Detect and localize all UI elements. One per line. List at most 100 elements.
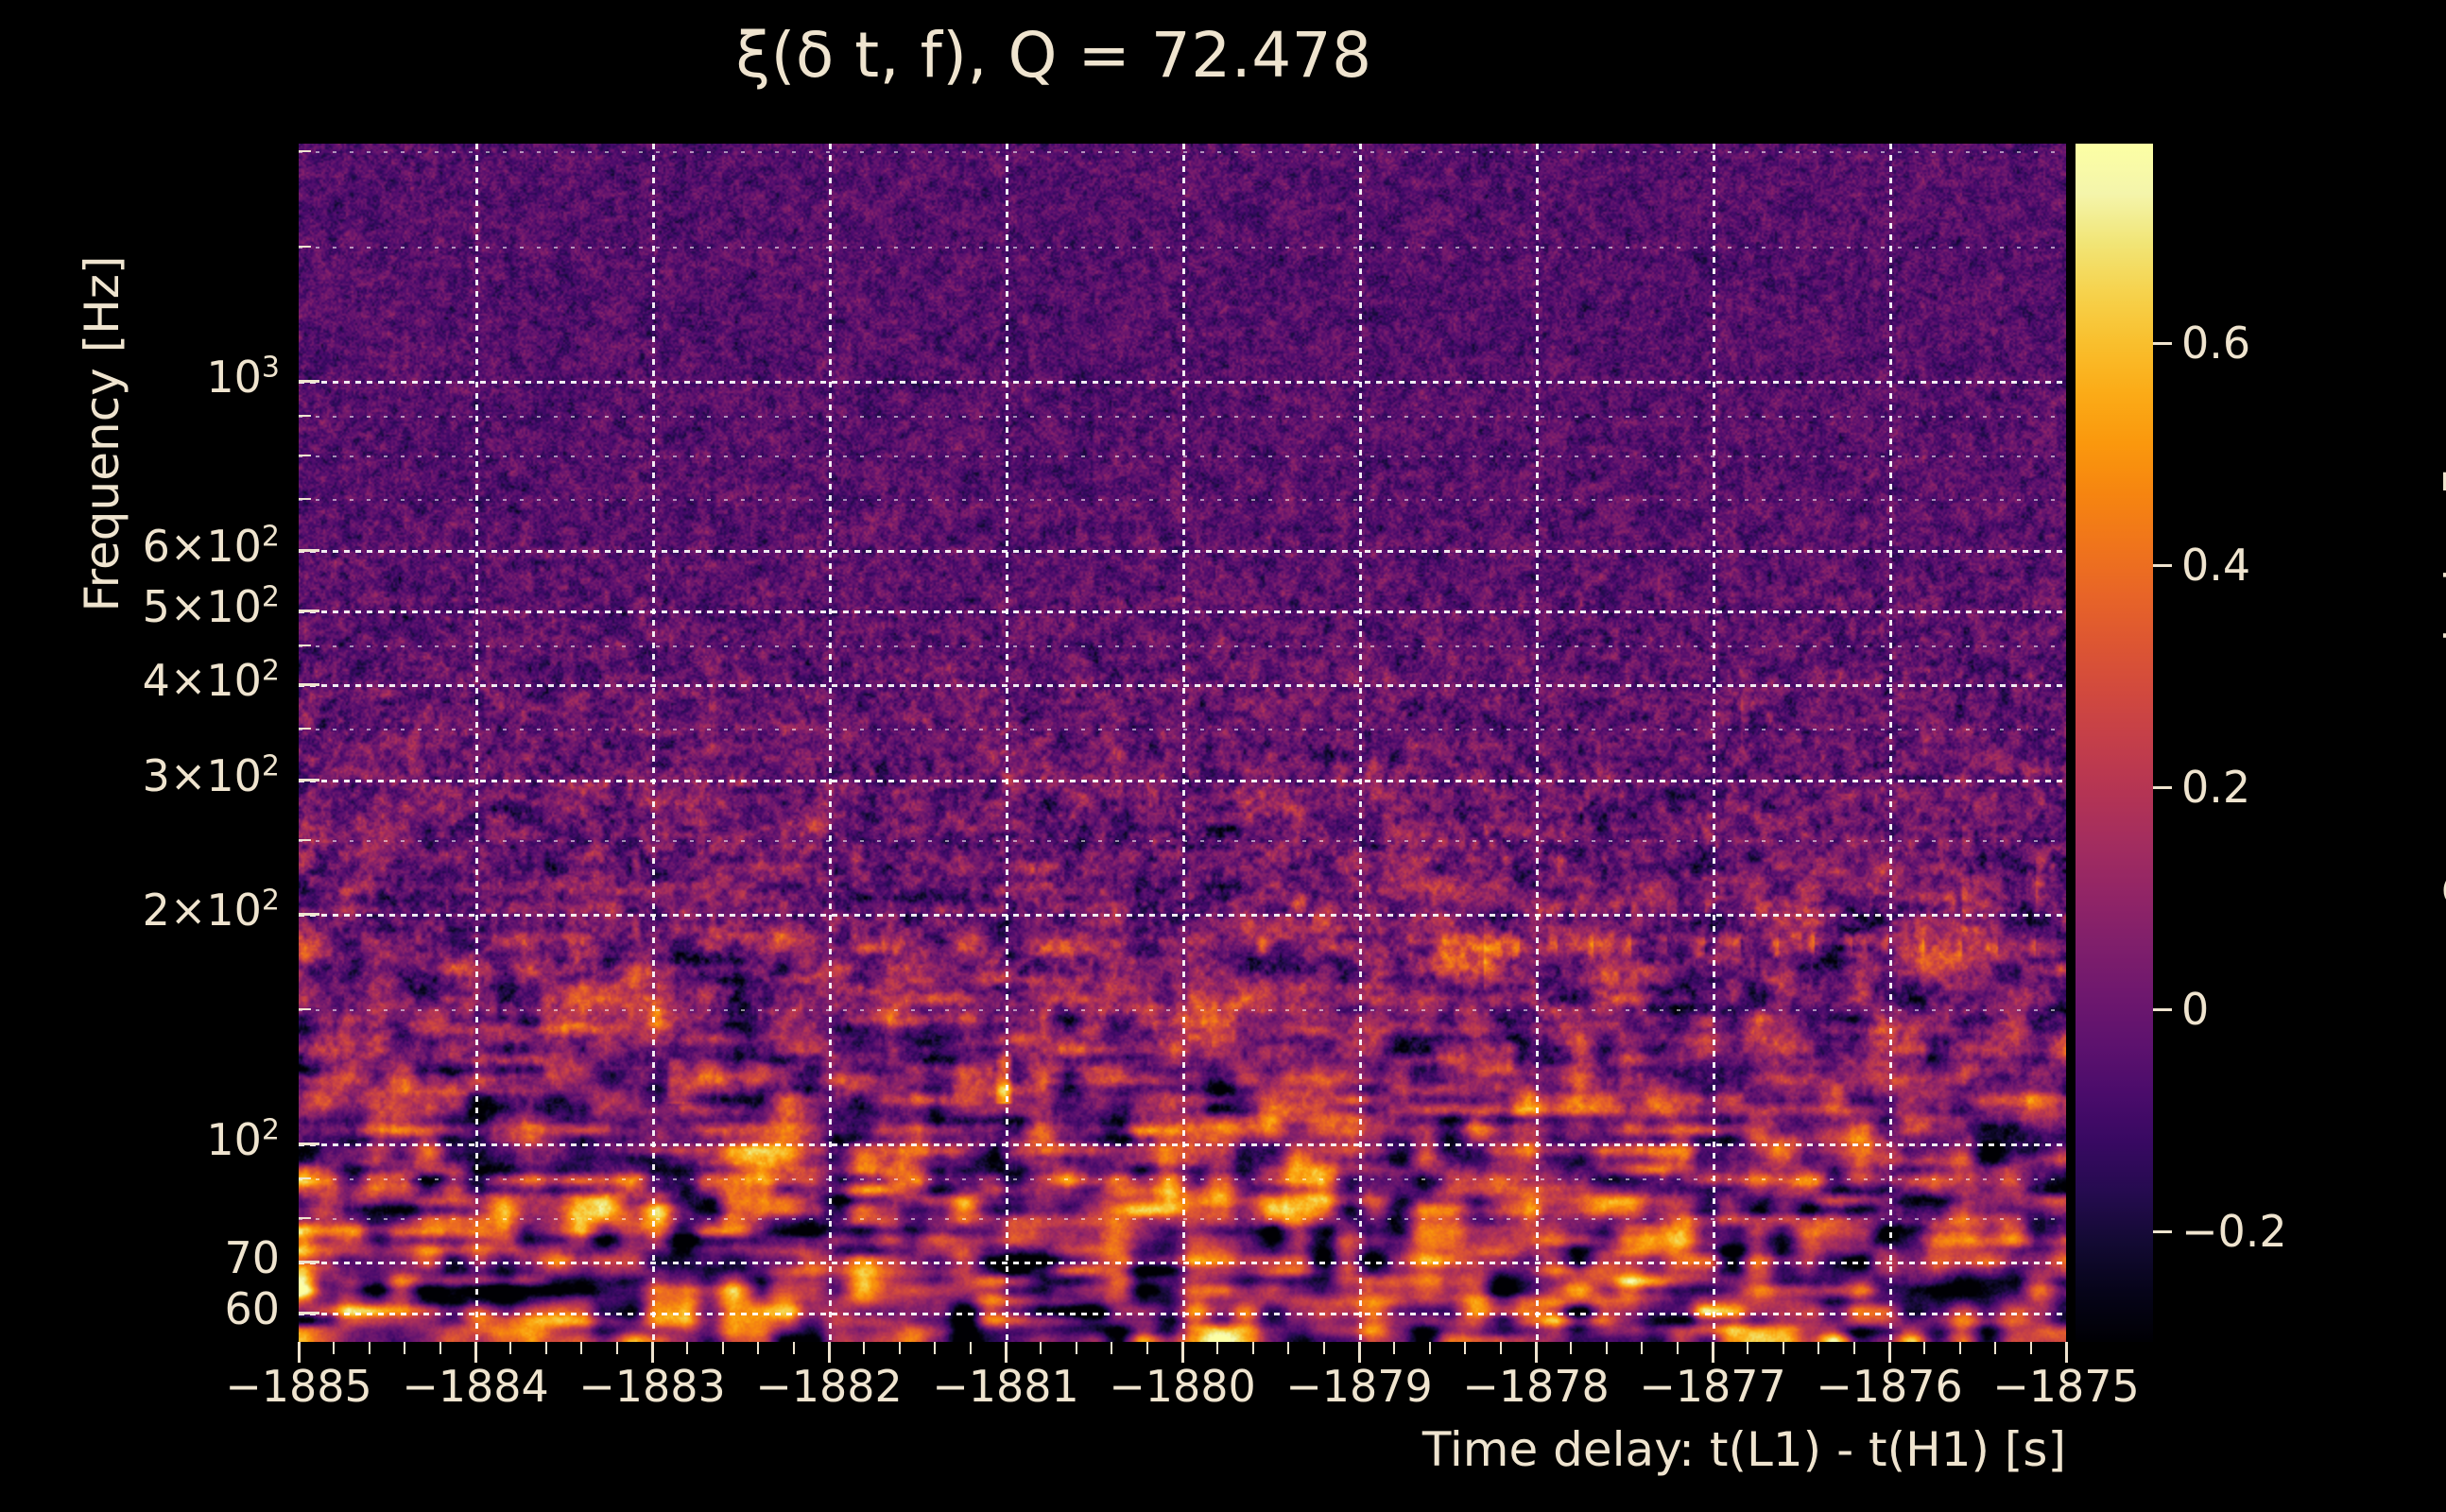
y-tick-label-mantissa: 5×10 bbox=[142, 581, 262, 633]
y-tick-label-exponent: 2 bbox=[261, 885, 280, 919]
y-tick-label: 103 bbox=[0, 352, 280, 403]
x-tick-mark-minor bbox=[1641, 1342, 1644, 1354]
x-tick-label: −1880 bbox=[1109, 1361, 1256, 1412]
y-tick-mark-minor bbox=[299, 246, 311, 249]
x-tick-mark-minor bbox=[1322, 1342, 1325, 1354]
y-tick-label: 102 bbox=[0, 1114, 280, 1165]
x-tick-mark-minor bbox=[898, 1342, 901, 1354]
x-tick-mark-minor bbox=[792, 1342, 795, 1354]
colorbar-tick-label: 0.6 bbox=[2181, 318, 2251, 369]
x-tick-label: −1884 bbox=[402, 1361, 549, 1412]
x-tick-mark-minor bbox=[1464, 1342, 1467, 1354]
x-tick-label: −1876 bbox=[1816, 1361, 1963, 1412]
colorbar-title: Cross-correlation ξ bbox=[2436, 468, 2446, 910]
x-tick-mark-minor bbox=[863, 1342, 866, 1354]
y-tick-mark bbox=[299, 380, 319, 384]
y-tick-label: 5×102 bbox=[0, 581, 280, 632]
y-tick-label: 6×102 bbox=[0, 521, 280, 572]
spectrogram-plot-area[interactable] bbox=[299, 144, 2066, 1342]
y-tick-label-exponent: 2 bbox=[261, 655, 280, 689]
y-tick-label-exponent: 2 bbox=[261, 521, 280, 555]
x-tick-mark-minor bbox=[1499, 1342, 1502, 1354]
y-tick-mark bbox=[299, 1312, 319, 1315]
x-tick-mark-minor bbox=[969, 1342, 972, 1354]
y-tick-label-mantissa: 10 bbox=[206, 1114, 262, 1166]
y-tick-mark-minor bbox=[299, 728, 311, 730]
colorbar-gradient bbox=[2076, 144, 2153, 1342]
colorbar-tick-mark bbox=[2153, 785, 2172, 789]
colorbar[interactable] bbox=[2076, 144, 2153, 1342]
x-tick-mark-minor bbox=[544, 1342, 547, 1354]
x-tick-label: −1877 bbox=[1639, 1361, 1786, 1412]
y-tick-mark-minor bbox=[299, 150, 311, 153]
x-axis-title: Time delay: t(L1) - t(H1) [s] bbox=[1421, 1422, 2066, 1477]
y-tick-label: 2×102 bbox=[0, 885, 280, 936]
x-tick-mark-minor bbox=[1994, 1342, 1997, 1354]
x-tick-label: −1881 bbox=[932, 1361, 1079, 1412]
y-tick-label-mantissa: 6×10 bbox=[142, 521, 262, 573]
y-tick-label-exponent: 2 bbox=[261, 750, 280, 783]
x-tick-label: −1885 bbox=[225, 1361, 372, 1412]
y-tick-mark-minor bbox=[299, 1216, 311, 1219]
x-tick-label: −1883 bbox=[578, 1361, 726, 1412]
colorbar-tick-label: 0.2 bbox=[2181, 761, 2251, 813]
y-tick-label-exponent: 2 bbox=[261, 1114, 280, 1148]
x-tick-mark bbox=[1181, 1342, 1184, 1363]
y-tick-mark bbox=[299, 549, 319, 553]
y-tick-mark-minor bbox=[299, 454, 311, 456]
x-tick-mark bbox=[1888, 1342, 1891, 1363]
y-tick-label-mantissa: 70 bbox=[224, 1232, 280, 1284]
x-tick-label: −1875 bbox=[1992, 1361, 2140, 1412]
y-tick-mark bbox=[299, 1261, 319, 1264]
x-tick-mark bbox=[1005, 1342, 1008, 1363]
x-tick-mark-minor bbox=[1817, 1342, 1820, 1354]
x-tick-mark-minor bbox=[333, 1342, 336, 1354]
x-tick-mark-minor bbox=[615, 1342, 618, 1354]
x-tick-mark-minor bbox=[1145, 1342, 1148, 1354]
x-tick-mark-minor bbox=[1852, 1342, 1855, 1354]
colorbar-tick-mark bbox=[2153, 342, 2172, 346]
y-tick-mark-minor bbox=[299, 1177, 311, 1180]
y-tick-mark-minor bbox=[299, 1008, 311, 1011]
y-tick-mark bbox=[299, 913, 319, 917]
x-tick-mark-minor bbox=[1958, 1342, 1961, 1354]
x-tick-mark bbox=[298, 1342, 301, 1363]
x-tick-mark bbox=[2065, 1342, 2068, 1363]
x-tick-label: −1879 bbox=[1285, 1361, 1433, 1412]
x-tick-mark-minor bbox=[1251, 1342, 1254, 1354]
x-tick-mark-minor bbox=[580, 1342, 583, 1354]
x-tick-mark-minor bbox=[721, 1342, 724, 1354]
x-tick-mark-minor bbox=[1287, 1342, 1290, 1354]
x-tick-mark-minor bbox=[1570, 1342, 1573, 1354]
y-tick-label-mantissa: 2×10 bbox=[142, 885, 262, 936]
y-axis-title: Frequency [Hz] bbox=[75, 255, 129, 612]
x-tick-mark bbox=[474, 1342, 477, 1363]
y-tick-mark bbox=[299, 779, 319, 782]
x-tick-mark-minor bbox=[1923, 1342, 1926, 1354]
x-tick-mark-minor bbox=[368, 1342, 370, 1354]
y-tick-label-exponent: 3 bbox=[261, 351, 280, 385]
x-tick-mark bbox=[1712, 1342, 1714, 1363]
x-tick-mark-minor bbox=[1605, 1342, 1608, 1354]
y-tick-mark bbox=[299, 683, 319, 687]
x-tick-mark-minor bbox=[1393, 1342, 1396, 1354]
x-tick-mark bbox=[651, 1342, 654, 1363]
y-tick-label-mantissa: 4×10 bbox=[142, 655, 262, 707]
x-tick-mark-minor bbox=[686, 1342, 689, 1354]
x-tick-mark-minor bbox=[934, 1342, 937, 1354]
page-title: ξ(δ t, f), Q = 72.478 bbox=[735, 19, 1372, 92]
x-tick-mark bbox=[828, 1342, 831, 1363]
x-tick-mark-minor bbox=[404, 1342, 406, 1354]
colorbar-tick-mark bbox=[2153, 1229, 2172, 1233]
y-tick-mark-minor bbox=[299, 498, 311, 501]
x-tick-mark-minor bbox=[1428, 1342, 1431, 1354]
colorbar-tick-label: 0.4 bbox=[2181, 540, 2251, 592]
x-tick-mark-minor bbox=[1216, 1342, 1219, 1354]
x-tick-mark bbox=[1358, 1342, 1361, 1363]
y-tick-mark-minor bbox=[299, 415, 311, 418]
y-tick-mark bbox=[299, 1143, 319, 1146]
x-tick-label: −1882 bbox=[755, 1361, 903, 1412]
y-tick-label-mantissa: 10 bbox=[206, 352, 262, 404]
x-tick-mark-minor bbox=[757, 1342, 760, 1354]
x-tick-mark-minor bbox=[509, 1342, 512, 1354]
